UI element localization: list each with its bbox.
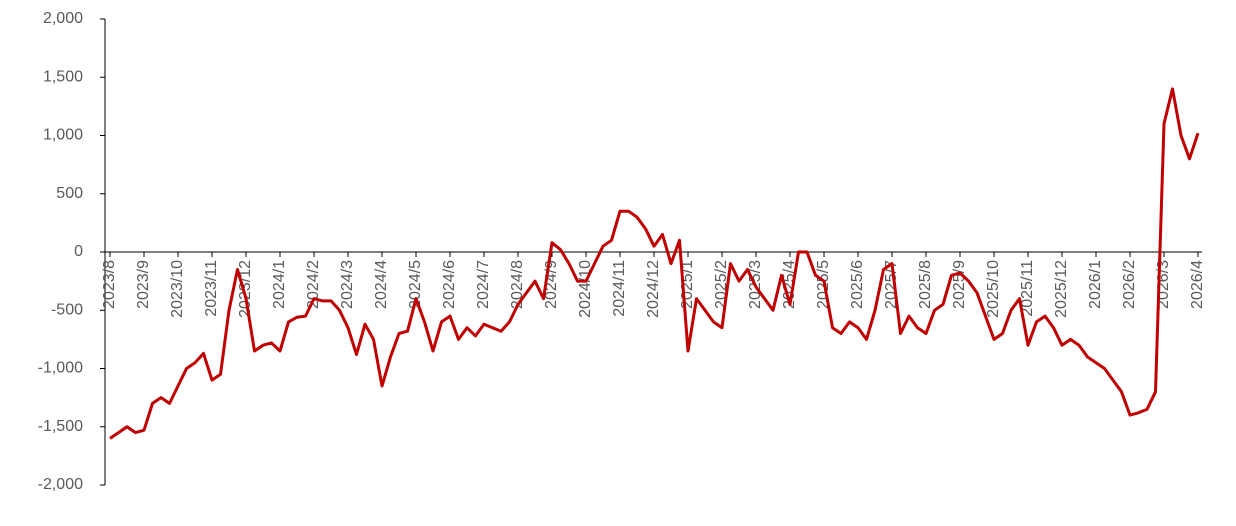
x-tick-label: 2024/2	[305, 260, 322, 309]
y-tick-label: 500	[56, 185, 83, 202]
x-tick-label: 2026/4	[1189, 260, 1206, 309]
x-tick-label: 2023/8	[101, 260, 118, 309]
x-tick-label: 2024/6	[441, 260, 458, 309]
x-tick-label: 2024/12	[645, 260, 662, 318]
y-tick-label: -2,000	[38, 476, 83, 493]
x-tick-label: 2024/8	[509, 260, 526, 309]
x-tick-label: 2024/3	[339, 260, 356, 309]
x-tick-label: 2026/1	[1087, 260, 1104, 309]
x-tick-label: 2023/11	[203, 260, 220, 317]
x-tick-label: 2024/7	[475, 260, 492, 309]
y-tick-label: 0	[74, 243, 83, 260]
line	[109, 87, 1200, 440]
x-tick-label: 2024/11	[611, 260, 628, 317]
x-tick-label: 2024/4	[373, 260, 390, 309]
x-tick-label: 2025/11	[1019, 260, 1036, 317]
y-tick-label: -1,500	[38, 418, 83, 435]
x-tick-label: 2024/5	[407, 260, 424, 309]
x-tick-label: 2025/12	[1053, 260, 1070, 318]
y-tick-label: -1,000	[38, 360, 83, 377]
y-tick-label: 2,000	[43, 10, 83, 27]
x-tick-label: 2025/6	[849, 260, 866, 309]
x-tick-label: 2023/12	[237, 260, 254, 318]
x-tick-label: 2023/10	[169, 260, 186, 318]
x-tick-label: 2025/8	[917, 260, 934, 309]
x-tick-label: 2026/2	[1121, 260, 1138, 309]
y-tick-label: -500	[51, 301, 83, 318]
x-tick-label: 2024/1	[271, 260, 288, 309]
x-tick-label: 2025/9	[951, 260, 968, 309]
x-tick-label: 2025/10	[985, 260, 1002, 318]
y-tick-label: 1,500	[43, 68, 83, 85]
y-tick-label: 1,000	[43, 127, 83, 144]
x-tick-label: 2023/9	[135, 260, 152, 309]
